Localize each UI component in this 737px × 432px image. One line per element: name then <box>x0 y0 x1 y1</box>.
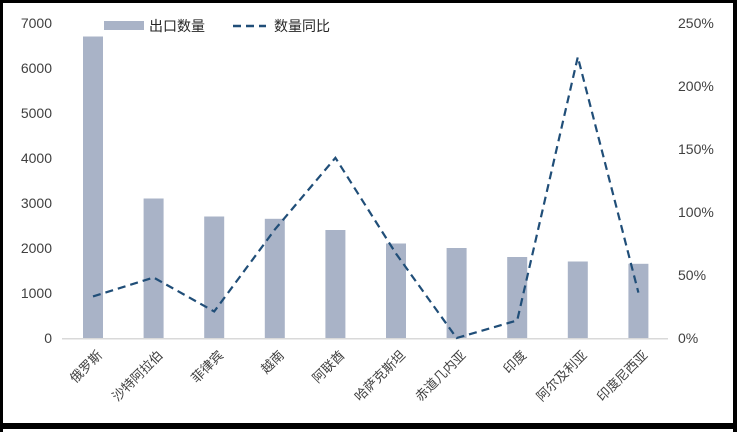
right-axis-tick-label: 250% <box>678 15 714 31</box>
left-axis-tick-label: 3000 <box>21 195 52 211</box>
x-axis-category-label: 印度 <box>500 348 529 377</box>
legend-label-export-quantity: 出口数量 <box>149 18 205 34</box>
left-axis-tick-label: 6000 <box>21 60 52 76</box>
right-axis-tick-label: 100% <box>678 204 714 220</box>
bar <box>264 218 285 339</box>
x-axis-category-label: 阿联酋 <box>309 348 347 386</box>
left-axis-tick-label: 4000 <box>21 150 52 166</box>
bar <box>446 248 467 338</box>
left-axis-tick-label: 5000 <box>21 105 52 121</box>
left-axis-ticks: 0 1000 2000 3000 4000 5000 6000 7000 <box>21 15 52 346</box>
x-axis-labels: 俄罗斯 沙特阿拉伯 菲律宾 越南 阿联酋 哈萨克斯坦 赤道几内亚 印度 阿尔及利亚 印度尼西亚 <box>67 348 651 405</box>
x-axis-category-label: 菲律宾 <box>188 348 226 386</box>
bar <box>628 263 649 339</box>
legend-bar-swatch <box>104 21 144 30</box>
frame-border-bottom <box>0 423 737 429</box>
line-series <box>92 56 640 340</box>
frame-border-top <box>0 0 737 3</box>
x-axis-category-label: 印度尼西亚 <box>594 348 651 405</box>
bar <box>83 36 103 338</box>
frame-border-right <box>733 0 737 432</box>
right-axis-tick-label: 50% <box>678 267 706 283</box>
x-axis-category-label: 哈萨克斯坦 <box>352 348 409 405</box>
right-axis-tick-label: 150% <box>678 141 714 157</box>
right-axis-tick-label: 0% <box>678 330 698 346</box>
left-axis-tick-label: 1000 <box>21 285 52 301</box>
legend: 出口数量 数量同比 <box>104 18 330 34</box>
x-axis-category-label: 赤道几内亚 <box>412 348 469 405</box>
bar <box>567 261 588 338</box>
bar-series <box>83 36 649 339</box>
x-axis-category-label: 阿尔及利亚 <box>533 348 590 405</box>
right-axis-ticks: 0% 50% 100% 150% 200% 250% <box>678 15 714 346</box>
bar <box>325 230 346 338</box>
left-axis-tick-label: 2000 <box>21 240 52 256</box>
x-axis-category-label: 沙特阿拉伯 <box>109 348 166 405</box>
bar <box>507 257 528 338</box>
bar <box>386 243 406 338</box>
right-axis-tick-label: 200% <box>678 78 714 94</box>
bar <box>143 198 164 338</box>
x-axis-category-label: 俄罗斯 <box>67 348 105 386</box>
left-axis-tick-label: 0 <box>44 330 52 346</box>
bar <box>204 216 225 338</box>
x-axis-category-label: 越南 <box>258 348 287 377</box>
left-axis-tick-label: 7000 <box>21 15 52 31</box>
frame-border-left <box>0 0 3 432</box>
legend-label-yoy: 数量同比 <box>274 18 330 34</box>
